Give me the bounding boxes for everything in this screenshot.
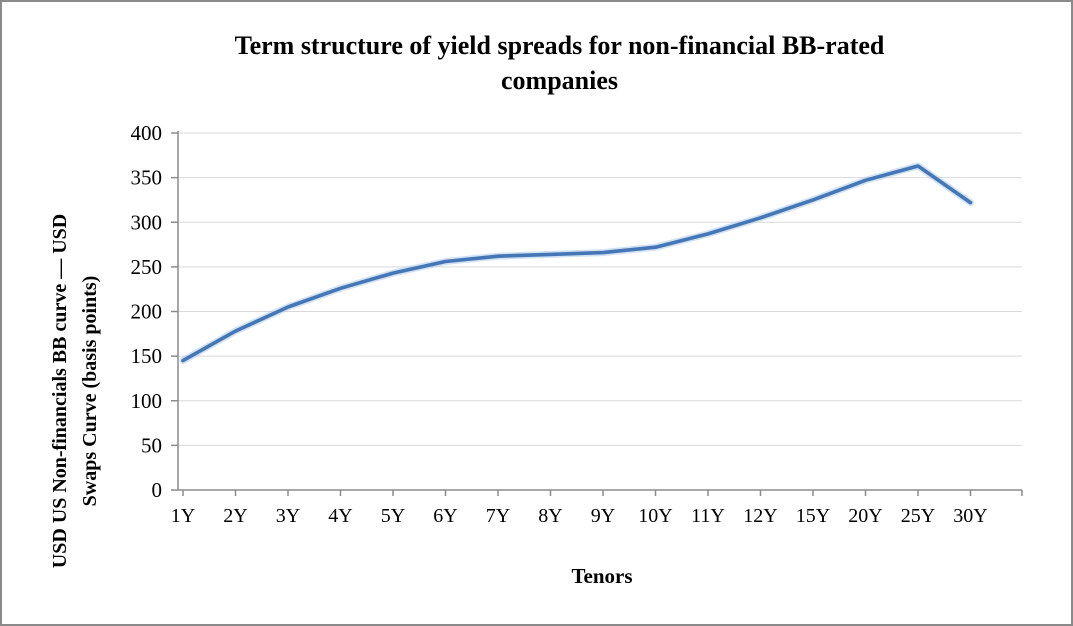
x-axis-title: Tenors xyxy=(571,564,633,588)
y-tick-label-50: 50 xyxy=(141,433,162,457)
chart-title-line2: companies xyxy=(501,66,618,95)
series-line-halo xyxy=(179,162,974,365)
y-tick-label-0: 0 xyxy=(152,478,163,502)
x-tick-label-12Y: 12Y xyxy=(743,505,777,527)
x-tick-label-30Y: 30Y xyxy=(953,505,987,527)
x-tick-label-3Y: 3Y xyxy=(276,505,300,527)
x-tick-label-9Y: 9Y xyxy=(591,505,615,527)
x-tick-label-7Y: 7Y xyxy=(486,505,510,527)
y-tick-label-350: 350 xyxy=(131,166,163,190)
chart-title-line1: Term structure of yield spreads for non-… xyxy=(234,31,885,60)
x-tick-label-5Y: 5Y xyxy=(381,505,405,527)
x-tick-label-4Y: 4Y xyxy=(328,505,352,527)
y-tick-label-300: 300 xyxy=(131,210,163,234)
chart-title: Term structure of yield spreads for non-… xyxy=(42,28,1071,98)
x-tick-label-20Y: 20Y xyxy=(848,505,882,527)
x-tick-label-11Y: 11Y xyxy=(691,505,725,527)
x-tick-label-15Y: 15Y xyxy=(796,505,830,527)
y-tick-label-100: 100 xyxy=(131,389,163,413)
x-tick-label-1Y: 1Y xyxy=(171,505,195,527)
y-tick-label-200: 200 xyxy=(131,300,163,324)
x-tick-label-2Y: 2Y xyxy=(223,505,247,527)
y-tick-label-400: 400 xyxy=(131,121,163,145)
y-tick-label-250: 250 xyxy=(131,255,163,279)
x-tick-label-10Y: 10Y xyxy=(638,505,672,527)
series-line xyxy=(181,164,973,363)
x-tick-label-8Y: 8Y xyxy=(538,505,562,527)
x-tick-label-6Y: 6Y xyxy=(433,505,457,527)
y-tick-label-150: 150 xyxy=(131,344,163,368)
x-tick-label-25Y: 25Y xyxy=(901,505,935,527)
